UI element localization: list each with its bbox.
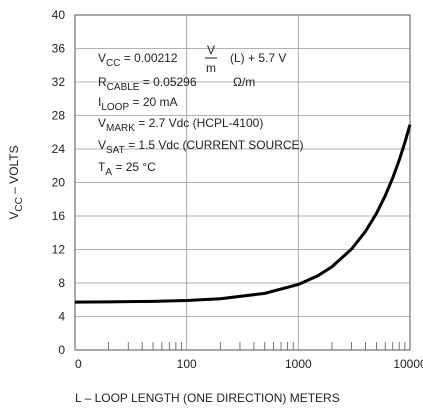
annotation-sub: LOOP bbox=[101, 102, 129, 113]
y-axis-label: VCC – VOLTS bbox=[7, 145, 25, 219]
annotation-sub: MARK bbox=[106, 123, 135, 134]
annotation-rest: = 0.05296 bbox=[139, 75, 196, 89]
y-tick-label: 16 bbox=[52, 209, 66, 223]
annotation-sub: SAT bbox=[106, 145, 125, 156]
x-tick-label: 100 bbox=[177, 357, 197, 371]
annotation-main: V bbox=[98, 51, 106, 65]
y-axis-label-sub: CC bbox=[14, 197, 25, 211]
fraction-numerator: V bbox=[207, 43, 215, 57]
annotation: ILOOP = 20 mA bbox=[98, 95, 178, 113]
y-tick-label: 28 bbox=[52, 109, 66, 123]
annotation: VCC = 0.00212 bbox=[98, 51, 178, 69]
annotation-sub: A bbox=[105, 167, 112, 178]
plot-frame bbox=[74, 14, 411, 351]
annotation: TA = 25 °C bbox=[98, 160, 156, 178]
annotation-main: I bbox=[98, 95, 101, 109]
annotation-main: V bbox=[98, 116, 106, 130]
annotation-tail: Ω/m bbox=[233, 75, 255, 89]
annotation-rest: = 1.5 Vdc (CURRENT SOURCE) bbox=[125, 138, 304, 152]
annotation-main: T bbox=[98, 160, 106, 174]
y-axis-label-rest: – VOLTS bbox=[7, 145, 21, 197]
x-axis-label: L – LOOP LENGTH (ONE DIRECTION) METERS bbox=[75, 391, 340, 405]
annotation-rest: = 25 °C bbox=[112, 160, 156, 174]
y-axis-label-main: V bbox=[7, 212, 21, 220]
line-series bbox=[74, 124, 412, 304]
annotation-main: R bbox=[98, 75, 107, 89]
y-tick-label: 40 bbox=[52, 8, 66, 22]
fraction-denominator: m bbox=[206, 61, 216, 75]
x-tick-label: 0 bbox=[75, 357, 82, 371]
annotation-sub: CABLE bbox=[107, 82, 140, 93]
y-tick-label: 32 bbox=[52, 75, 66, 89]
x-tick-label: 1000 bbox=[285, 357, 312, 371]
y-tick-label: 24 bbox=[52, 142, 66, 156]
y-tick-label: 20 bbox=[52, 176, 66, 190]
x-tick-label: 10000 bbox=[393, 357, 423, 371]
y-tick-label: 8 bbox=[58, 276, 65, 290]
y-tick-label: 12 bbox=[52, 243, 66, 257]
annotation: RCABLE = 0.05296 bbox=[98, 75, 197, 93]
annotation: VMARK = 2.7 Vdc (HCPL-4100) bbox=[98, 116, 263, 134]
annotation-rest: = 20 mA bbox=[129, 95, 177, 109]
annotation: VSAT = 1.5 Vdc (CURRENT SOURCE) bbox=[98, 138, 304, 156]
annotation-rest: = 2.7 Vdc (HCPL-4100) bbox=[135, 116, 263, 130]
annotation-main: V bbox=[98, 138, 106, 152]
y-tick-label: 36 bbox=[52, 42, 66, 56]
y-tick-label: 0 bbox=[58, 343, 65, 357]
annotation-sub: CC bbox=[106, 58, 120, 69]
y-tick-label: 4 bbox=[58, 310, 65, 324]
annotation-tail: (L) + 5.7 V bbox=[230, 51, 286, 65]
annotation-rest: = 0.00212 bbox=[120, 51, 177, 65]
